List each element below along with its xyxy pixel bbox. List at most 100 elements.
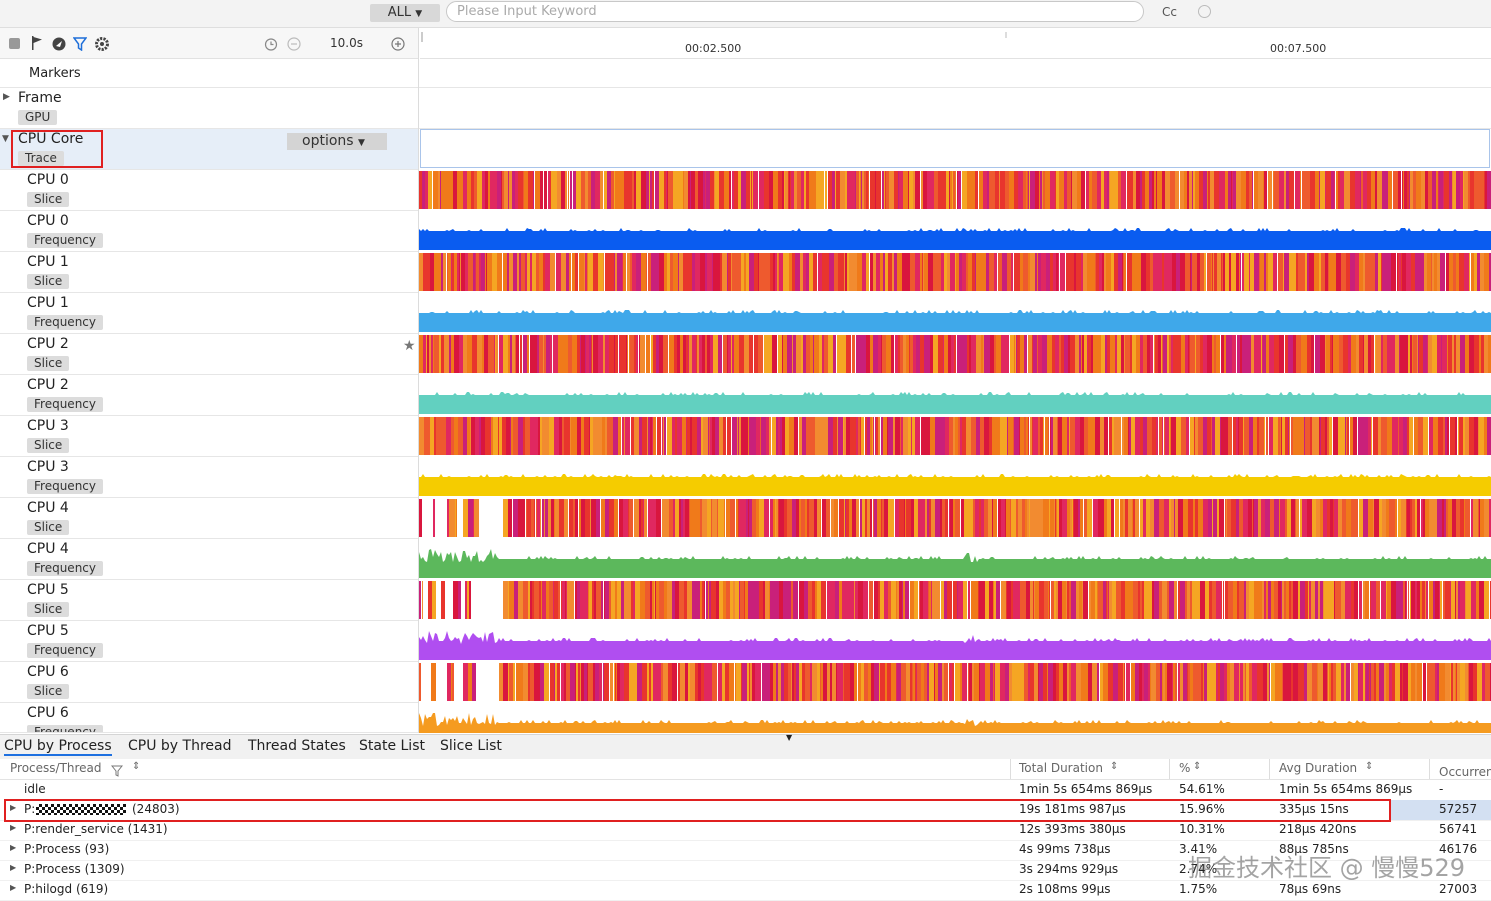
timer-icon[interactable] bbox=[264, 36, 278, 51]
sort-icon[interactable]: ⇕ bbox=[132, 761, 141, 772]
cpu-track-label-row[interactable]: CPU 1 Slice bbox=[0, 252, 419, 293]
table-row[interactable] bbox=[0, 780, 1491, 801]
slice-bar bbox=[962, 417, 966, 455]
slice-bar bbox=[1239, 417, 1243, 455]
square-icon[interactable] bbox=[9, 38, 20, 49]
slice-bar bbox=[1111, 499, 1114, 537]
star-icon[interactable]: ★ bbox=[403, 338, 416, 354]
cpu-track-label-row[interactable]: CPU 4 Frequency bbox=[0, 539, 419, 580]
zoom-in-icon[interactable] bbox=[391, 36, 405, 51]
cpu-track-label-row[interactable]: CPU 4 Slice bbox=[0, 498, 419, 539]
cpu-track-label-row[interactable]: CPU 6 Frequency bbox=[0, 703, 419, 733]
zoom-out-icon[interactable] bbox=[287, 36, 301, 51]
slice-bar bbox=[537, 335, 539, 373]
slice-bar bbox=[801, 171, 804, 209]
expand-right-icon[interactable]: ▶ bbox=[10, 823, 17, 832]
cpu-slice-track[interactable] bbox=[419, 170, 1491, 211]
slice-bar bbox=[566, 663, 570, 701]
expand-right-icon[interactable]: ▶ bbox=[3, 92, 10, 102]
tab-cpu-by-process[interactable]: CPU by Process bbox=[4, 738, 112, 756]
col-process-thread[interactable]: Process/Thread bbox=[10, 761, 102, 775]
tab-thread-states[interactable]: Thread States bbox=[248, 738, 346, 754]
occurrences: - bbox=[1439, 782, 1444, 796]
sort-icon[interactable]: ⇕ bbox=[1193, 761, 1202, 772]
cpu-track-label-row[interactable]: CPU 3 Slice bbox=[0, 416, 419, 457]
avg-duration: 335μs 15ns bbox=[1279, 802, 1349, 816]
options-dropdown[interactable]: options ▼ bbox=[287, 133, 387, 150]
table-row[interactable] bbox=[0, 820, 1491, 841]
sort-icon[interactable]: ⇕ bbox=[1365, 761, 1374, 772]
slice-bar bbox=[1067, 581, 1069, 619]
flag-icon[interactable] bbox=[31, 35, 43, 50]
table-row[interactable] bbox=[0, 860, 1491, 881]
slice-bar bbox=[1025, 335, 1026, 373]
slice-bar bbox=[1040, 417, 1043, 455]
expand-right-icon[interactable]: ▶ bbox=[10, 803, 17, 812]
col-separator[interactable] bbox=[1010, 759, 1011, 779]
cpu-row-tag: Frequency bbox=[27, 643, 103, 658]
cpu-track-label-row[interactable]: CPU 3 Frequency bbox=[0, 457, 419, 498]
frame-row[interactable]: ▶ Frame GPU bbox=[0, 88, 419, 129]
cpu-slice-track[interactable] bbox=[419, 334, 1491, 375]
filter-icon[interactable] bbox=[72, 36, 88, 52]
col-percent[interactable]: % bbox=[1179, 761, 1191, 775]
cpu-track-label-row[interactable]: CPU 6 Slice bbox=[0, 662, 419, 703]
expand-right-icon[interactable]: ▶ bbox=[10, 863, 17, 872]
expand-right-icon[interactable]: ▶ bbox=[10, 843, 17, 852]
table-row[interactable] bbox=[0, 840, 1491, 861]
slice-bar bbox=[1262, 335, 1263, 373]
cpu-slice-track[interactable] bbox=[419, 662, 1491, 703]
slice-bar bbox=[900, 335, 903, 373]
col-separator[interactable] bbox=[1169, 759, 1170, 779]
col-avg-duration[interactable]: Avg Duration bbox=[1279, 761, 1358, 775]
slice-bar bbox=[1384, 663, 1386, 701]
cpu-slice-track[interactable] bbox=[419, 252, 1491, 293]
slice-bar bbox=[837, 663, 838, 701]
cpu-track-label-row[interactable]: CPU 5 Frequency bbox=[0, 621, 419, 662]
cpu-track-label-row[interactable]: CPU 2 Frequency bbox=[0, 375, 419, 416]
cpu-frequency-track[interactable] bbox=[419, 457, 1491, 498]
cpu-track-label-row[interactable]: CPU 0 Frequency bbox=[0, 211, 419, 252]
case-sensitive-toggle[interactable]: Cc bbox=[1162, 5, 1177, 19]
cpu-slice-track[interactable] bbox=[419, 416, 1491, 457]
cpu-frequency-track[interactable] bbox=[419, 539, 1491, 580]
cpu-frequency-track[interactable] bbox=[419, 621, 1491, 662]
sort-icon[interactable]: ⇕ bbox=[1110, 761, 1119, 772]
cpu-frequency-track[interactable] bbox=[419, 211, 1491, 252]
cpu-track-label-row[interactable]: CPU 0 Slice bbox=[0, 170, 419, 211]
filter-icon[interactable] bbox=[110, 762, 124, 781]
col-separator[interactable] bbox=[1429, 759, 1430, 779]
expand-right-icon[interactable]: ▶ bbox=[10, 883, 17, 892]
slice-bar bbox=[784, 663, 788, 701]
cpu-frequency-track[interactable] bbox=[419, 375, 1491, 416]
cpu-core-track[interactable] bbox=[420, 129, 1490, 168]
tab-state-list[interactable]: State List bbox=[359, 738, 425, 754]
slice-bar bbox=[1163, 335, 1167, 373]
collapse-handle-icon[interactable]: ▼ bbox=[786, 733, 793, 742]
panel-divider[interactable] bbox=[418, 28, 419, 733]
cpu-slice-track[interactable] bbox=[419, 580, 1491, 621]
slice-bar bbox=[468, 253, 473, 291]
col-separator[interactable] bbox=[1269, 759, 1270, 779]
cpu-track-label-row[interactable]: CPU 5 Slice bbox=[0, 580, 419, 621]
history-icon[interactable] bbox=[1198, 5, 1211, 18]
cpu-slice-track[interactable] bbox=[419, 498, 1491, 539]
expand-down-icon[interactable]: ▼ bbox=[2, 134, 9, 144]
gear-icon[interactable] bbox=[95, 36, 109, 51]
cpu-frequency-track[interactable] bbox=[419, 703, 1491, 733]
location-icon[interactable] bbox=[52, 36, 66, 51]
slice-bar bbox=[1319, 253, 1321, 291]
slice-bar bbox=[1081, 335, 1082, 373]
time-ruler[interactable] bbox=[420, 28, 1491, 59]
col-total-duration[interactable]: Total Duration bbox=[1019, 761, 1103, 775]
tab-slice-list[interactable]: Slice List bbox=[440, 738, 502, 754]
cpu-track-label-row[interactable]: CPU 1 Frequency bbox=[0, 293, 419, 334]
filter-dropdown[interactable]: ALL ▼ bbox=[370, 4, 440, 22]
cpu-core-row[interactable]: ▼ CPU Core Trace options ▼ bbox=[0, 129, 419, 170]
cpu-track-label-row[interactable]: CPU 2 Slice bbox=[0, 334, 419, 375]
tab-cpu-by-thread[interactable]: CPU by Thread bbox=[128, 738, 232, 754]
search-input[interactable] bbox=[446, 1, 1144, 22]
cpu-frequency-track[interactable] bbox=[419, 293, 1491, 334]
col-occurrences[interactable]: Occurrences bbox=[1439, 765, 1491, 779]
table-row[interactable] bbox=[0, 880, 1491, 901]
